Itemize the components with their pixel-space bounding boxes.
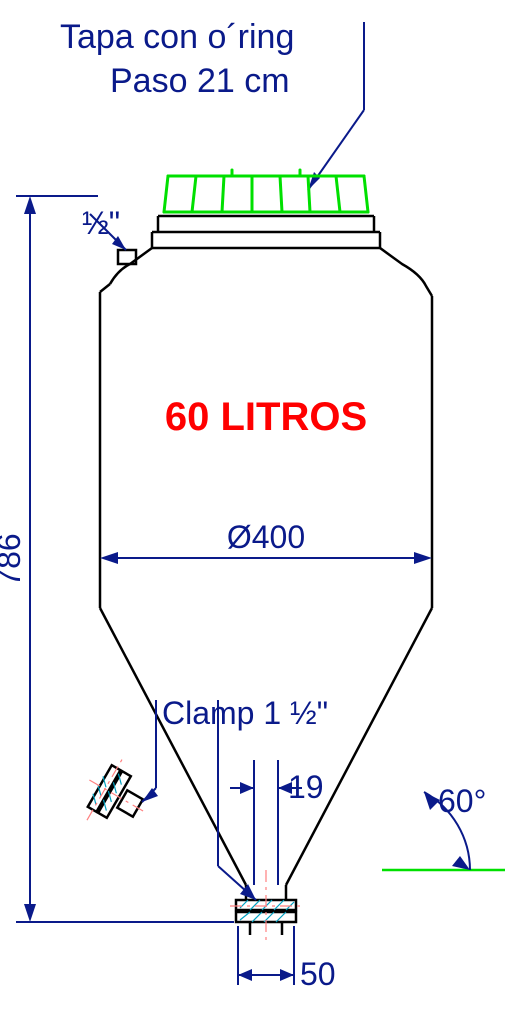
- dim-outlet-outer: 50: [238, 926, 336, 992]
- tank-lid: [164, 170, 368, 212]
- dim-port: ½": [82, 205, 126, 250]
- dim-clamp-text: Clamp 1 ½": [162, 695, 328, 731]
- dim-angle: 60°: [382, 783, 505, 870]
- tank-outline: [71, 216, 432, 940]
- lid-title-line2: Paso 21 cm: [110, 62, 290, 100]
- dim-diameter-text: Ø400: [227, 519, 305, 555]
- dim-outlet-inner: 19: [230, 760, 324, 885]
- tank-drawing: Tapa con o´ring Paso 21 cm: [0, 0, 512, 1024]
- capacity-label: 60 LITROS: [165, 395, 367, 439]
- dim-angle-text: 60°: [438, 783, 486, 819]
- dim-outlet-inner-text: 19: [288, 769, 324, 805]
- dim-height-text: 786: [0, 533, 27, 586]
- lid-title-line1: Tapa con o´ring: [60, 18, 294, 56]
- dim-outlet-outer-text: 50: [300, 956, 336, 992]
- dim-diameter: Ø400: [100, 519, 432, 564]
- dim-port-text: ½": [82, 205, 120, 241]
- lid-leader: [308, 22, 364, 190]
